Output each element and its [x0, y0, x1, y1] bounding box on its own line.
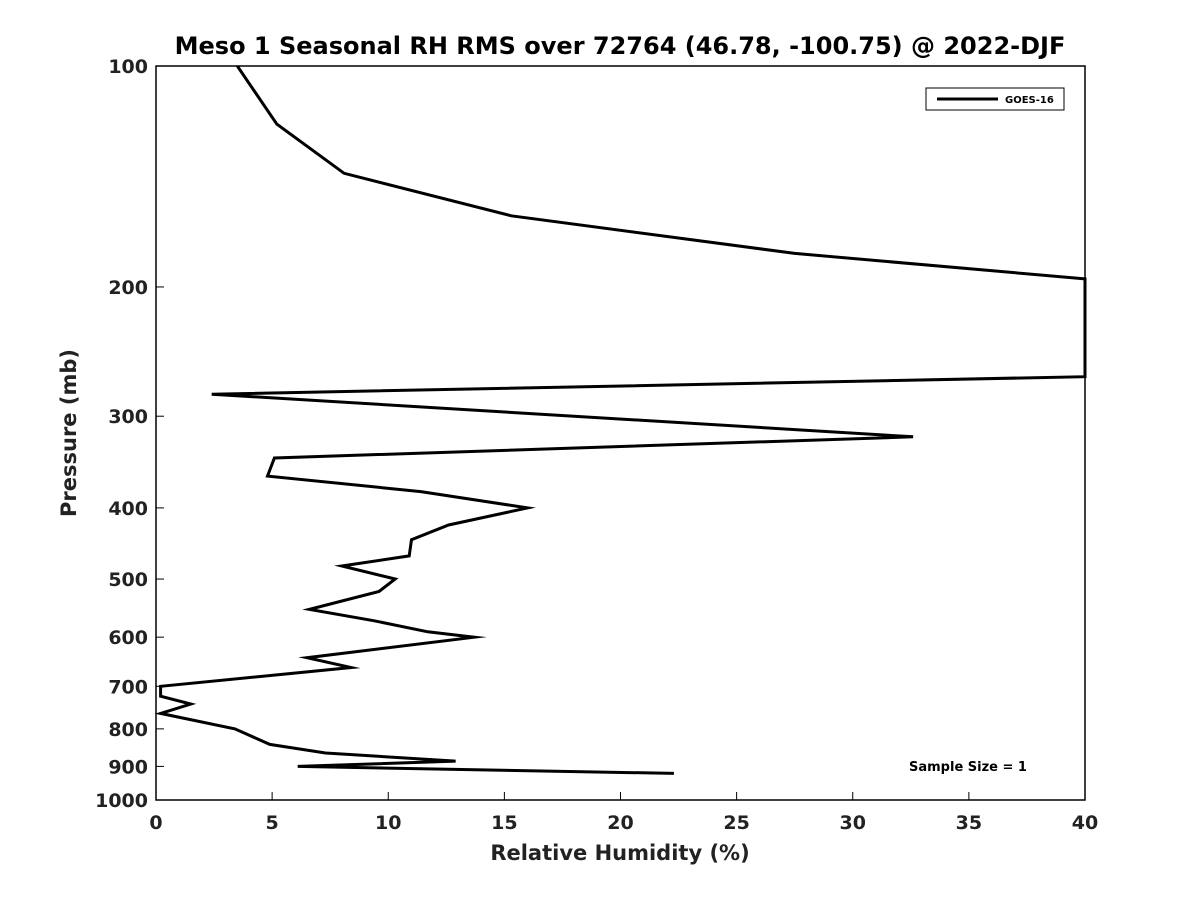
x-tick-label: 0 — [149, 812, 162, 834]
x-tick-label: 30 — [840, 812, 866, 834]
y-axis-label: Pressure (mb) — [57, 349, 81, 517]
x-tick-label: 15 — [491, 812, 517, 834]
y-tick-label: 1000 — [95, 790, 148, 812]
y-tick-label: 200 — [108, 277, 148, 299]
sample-size-annotation: Sample Size = 1 — [909, 760, 1027, 775]
plot-frame — [155, 65, 1086, 801]
x-axis-label: Relative Humidity (%) — [490, 841, 749, 865]
series-layer — [154, 65, 1087, 775]
legend: GOES-16 — [925, 87, 1065, 111]
y-tick-label: 800 — [108, 719, 148, 741]
x-tick-label: 35 — [956, 812, 982, 834]
y-tick-label: 500 — [108, 569, 148, 591]
y-axis-ticks: 100 200 300 400 500 600 700 800 900 1000 — [95, 56, 164, 812]
y-tick-label: 300 — [108, 406, 148, 428]
x-tick-label: 40 — [1072, 812, 1098, 834]
x-tick-label: 5 — [266, 812, 279, 834]
x-axis-ticks: 0 5 10 15 20 25 30 35 40 — [149, 792, 1098, 834]
plot-area — [155, 65, 1086, 801]
y-tick-label: 600 — [108, 627, 148, 649]
x-tick-label: 10 — [375, 812, 401, 834]
y-tick-label: 700 — [108, 676, 148, 698]
series-line-goes-16 — [154, 65, 1087, 775]
y-tick-label: 400 — [108, 498, 148, 520]
chart-title: Meso 1 Seasonal RH RMS over 72764 (46.78… — [175, 32, 1066, 60]
x-tick-label: 20 — [607, 812, 633, 834]
legend-entry-goes-16: GOES-16 — [1005, 95, 1054, 106]
y-tick-label: 900 — [108, 756, 148, 778]
x-tick-label: 25 — [723, 812, 749, 834]
y-tick-label: 100 — [108, 56, 148, 78]
